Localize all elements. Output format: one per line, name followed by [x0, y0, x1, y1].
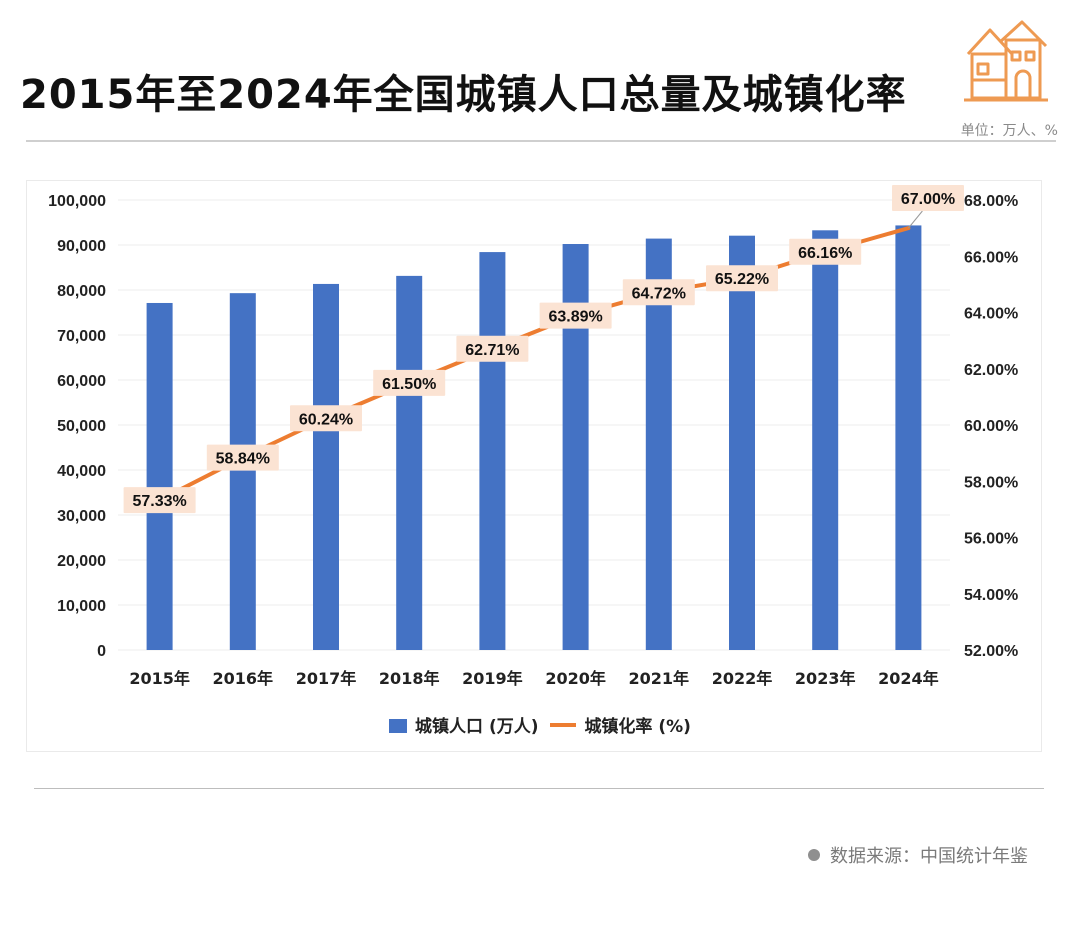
- y2-axis: 52.00% 54.00% 56.00% 58.00% 60.00% 62.00% 64.0…: [964, 193, 1018, 660]
- data-label-bg: [789, 238, 862, 265]
- chart: 57.33% 58.84% 60.24% 61.50% 62.71% 63.89% 64.7…: [48, 185, 1018, 688]
- unit-label: 单位：万人、%: [960, 123, 1058, 139]
- data-label: 62.71%: [465, 342, 519, 359]
- data-labels: 57.33% 58.84% 60.24% 61.50% 62.71% 63.89% 64.7…: [123, 185, 964, 514]
- bar: [645, 238, 672, 650]
- house-icon: [964, 20, 1048, 102]
- x-tick-label: 2021年: [629, 669, 690, 688]
- data-label-bg: [539, 302, 612, 329]
- y-axis: 0 10,000 20,000 30,000 40,000 50,000 60,000 70,…: [48, 193, 106, 660]
- y-tick-label: 40,000: [57, 463, 106, 480]
- y-tick-label: 80,000: [57, 283, 106, 300]
- data-label: 67.00%: [901, 191, 955, 208]
- data-label-bg: [290, 405, 362, 432]
- y-tick-label: 60,000: [57, 373, 106, 390]
- data-label-bg: [622, 279, 695, 306]
- x-tick-label: 2017年: [296, 669, 357, 688]
- x-tick-label: 2020年: [545, 669, 606, 688]
- grid-lines: [118, 199, 950, 651]
- bar: [895, 225, 922, 651]
- y2-tick-label: 66.00%: [964, 249, 1018, 266]
- bar: [812, 230, 839, 650]
- bar: [146, 302, 173, 650]
- data-label: 65.22%: [715, 271, 769, 288]
- y-tick-label: 50,000: [57, 418, 106, 435]
- y2-tick-label: 62.00%: [964, 362, 1018, 379]
- data-label-bg: [123, 487, 196, 514]
- x-axis: 2015年 2016年 2017年 2018年 2019年 2020年 2021年 2022年…: [129, 669, 938, 688]
- data-label-bg: [206, 444, 279, 471]
- bar: [396, 275, 423, 650]
- bar: [229, 293, 256, 650]
- series-line: [157, 226, 911, 503]
- y2-tick-label: 52.00%: [964, 643, 1018, 660]
- data-label-bg: [706, 265, 778, 292]
- data-label: 61.50%: [382, 376, 436, 393]
- bar: [729, 235, 755, 651]
- x-tick-label: 2015年: [129, 669, 190, 688]
- y2-tick-label: 58.00%: [964, 474, 1018, 491]
- legend-label-urbanization: 城镇化率 (%): [584, 717, 691, 737]
- y-tick-label: 0: [97, 643, 106, 660]
- y-tick-label: 100,000: [48, 193, 106, 210]
- y-tick-label: 70,000: [57, 328, 106, 345]
- y-tick-label: 20,000: [57, 553, 106, 570]
- label-leader: [908, 210, 923, 229]
- source-label: 数据来源：中国统计年鉴: [830, 846, 1028, 867]
- x-tick-label: 2023年: [795, 669, 856, 688]
- dot-icon: [808, 849, 820, 861]
- data-label-bg: [892, 185, 964, 211]
- x-tick-label: 2018年: [379, 669, 440, 688]
- y2-tick-label: 54.00%: [964, 587, 1018, 604]
- bar-series: [146, 225, 922, 651]
- source-note: 数据来源：中国统计年鉴: [808, 842, 1028, 868]
- legend-swatch-bar: [389, 719, 408, 733]
- footer-divider: [34, 788, 1044, 789]
- data-label: 60.24%: [299, 411, 353, 428]
- y2-tick-label: 56.00%: [964, 531, 1018, 548]
- chart-frame: [26, 180, 1042, 752]
- data-label-bg: [456, 335, 529, 362]
- data-label-bg: [373, 369, 446, 396]
- y-tick-label: 10,000: [57, 598, 106, 615]
- y2-tick-label: 60.00%: [964, 418, 1018, 435]
- legend-swatch-line: [550, 723, 577, 727]
- y-tick-label: 30,000: [57, 508, 106, 525]
- bar: [313, 283, 339, 650]
- data-label: 66.16%: [798, 245, 852, 262]
- y2-tick-label: 68.00%: [964, 193, 1018, 210]
- page-title: 2015年至2024年全国城镇人口总量及城镇化率: [20, 72, 907, 118]
- data-label: 58.84%: [216, 451, 270, 468]
- data-label: 64.72%: [632, 285, 686, 302]
- x-tick-label: 2024年: [878, 669, 939, 688]
- bar: [479, 252, 506, 650]
- title-divider: [26, 140, 1056, 142]
- legend-label-population: 城镇人口 (万人): [415, 717, 539, 737]
- y-tick-label: 90,000: [57, 238, 106, 255]
- data-label: 63.89%: [548, 309, 602, 326]
- x-tick-label: 2019年: [462, 669, 523, 688]
- x-tick-label: 2016年: [213, 669, 274, 688]
- data-label: 57.33%: [132, 493, 186, 510]
- y2-tick-label: 64.00%: [964, 306, 1018, 323]
- legend: 城镇人口 (万人) 城镇化率 (%): [0, 712, 1080, 737]
- x-tick-label: 2022年: [712, 669, 773, 688]
